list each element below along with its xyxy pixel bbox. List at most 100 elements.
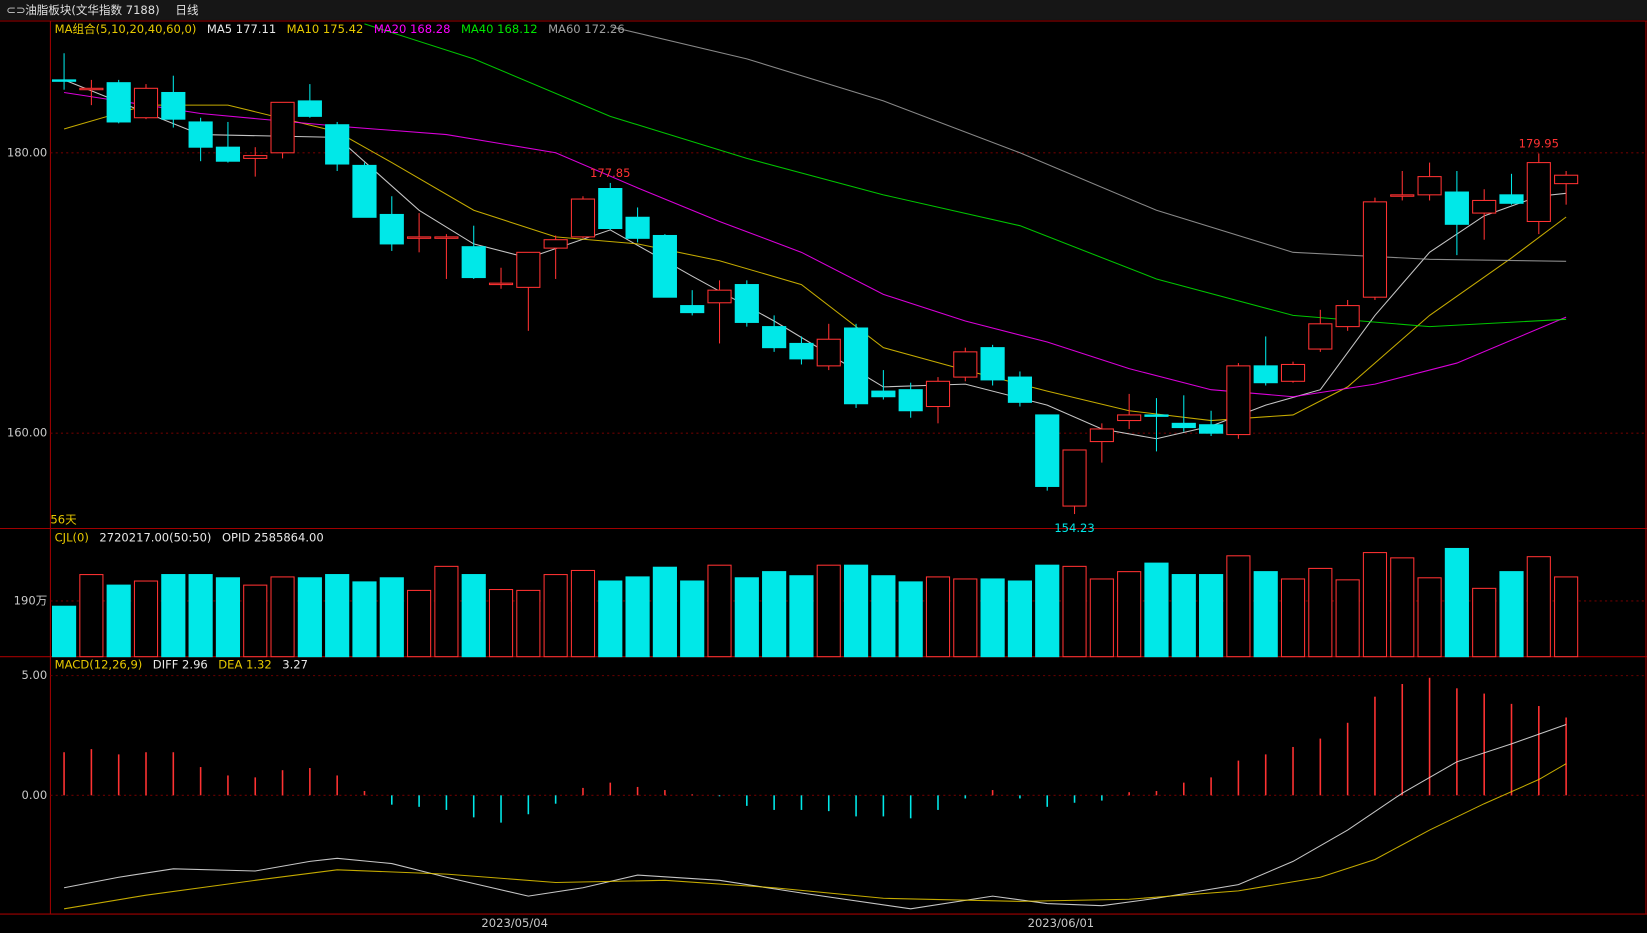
candle-body xyxy=(79,87,104,91)
candle-body xyxy=(106,82,131,123)
candle-body xyxy=(570,198,596,238)
legend-entry: MA5 177.11 xyxy=(207,22,276,36)
legend-entry: 2720217.00(50:50) xyxy=(99,530,211,544)
indicator-line xyxy=(63,91,1567,398)
y-tick-label: 160.00 xyxy=(7,426,47,440)
candle-body xyxy=(1007,376,1033,403)
volume-bar xyxy=(707,564,732,658)
candle-body xyxy=(133,87,159,119)
candle-body xyxy=(953,351,978,378)
candle-body xyxy=(1335,305,1360,328)
volume-bar xyxy=(516,589,541,658)
volume-bar xyxy=(1444,547,1469,658)
volume-bar xyxy=(270,576,295,658)
volume-bar xyxy=(1526,556,1551,658)
volume-bar xyxy=(1362,552,1388,658)
volume-bar xyxy=(106,584,131,658)
volume-bar xyxy=(215,577,241,658)
candle-body xyxy=(297,100,322,117)
volume-bar xyxy=(1390,557,1415,658)
candle-body xyxy=(270,101,295,154)
legend-entry: MA10 175.42 xyxy=(287,22,364,36)
volume-bar xyxy=(188,574,213,658)
volume-bar xyxy=(1335,579,1360,658)
volume-bar xyxy=(734,577,759,658)
candle-body xyxy=(1280,363,1306,382)
candle-body xyxy=(652,234,677,298)
extreme-label: 177.85 xyxy=(590,166,630,180)
volume-bar xyxy=(297,577,322,658)
candle-body xyxy=(680,305,705,314)
link-icon: ⊂⊃ xyxy=(6,3,25,17)
y-tick-label: 180.00 xyxy=(7,145,47,159)
volume-bar xyxy=(1499,571,1524,658)
volume-bar xyxy=(1199,574,1224,658)
candle-body xyxy=(1499,194,1524,204)
candle-body xyxy=(188,121,213,148)
indicator-line xyxy=(364,23,1567,328)
volume-bar xyxy=(1062,565,1087,658)
volume-bar xyxy=(51,605,77,658)
candle-body xyxy=(1526,162,1551,223)
candle-body xyxy=(816,338,841,367)
volume-bar xyxy=(843,564,869,658)
volume-bar xyxy=(816,564,841,658)
legend-entry: OPID 2585864.00 xyxy=(222,530,324,544)
volume-bar xyxy=(352,581,377,658)
candle-body xyxy=(1472,199,1497,214)
volume-bar xyxy=(1472,587,1497,658)
x-tick-label: 2023/06/01 xyxy=(1028,916,1095,930)
period-selector[interactable]: 日线 xyxy=(175,3,199,17)
y-tick-label: 190万 xyxy=(14,593,48,607)
volume-bar xyxy=(598,580,623,658)
y-tick-label: 0.00 xyxy=(22,788,48,802)
volume-bar xyxy=(543,574,568,658)
candle-body xyxy=(1035,414,1060,487)
volume-bar xyxy=(79,574,104,658)
candle-body xyxy=(51,79,77,82)
candle-body xyxy=(543,239,568,249)
legend-entry: DIFF 2.96 xyxy=(153,658,208,672)
candle-body xyxy=(843,327,869,405)
candle-body xyxy=(598,188,623,230)
volume-bar xyxy=(1417,577,1442,658)
candle-body xyxy=(789,342,814,360)
candle-body xyxy=(407,236,432,239)
volume-bar xyxy=(1035,564,1060,658)
indicator-line xyxy=(63,723,1567,910)
candle-body xyxy=(1554,174,1579,185)
extreme-label: 179.95 xyxy=(1519,137,1559,151)
candle-body xyxy=(352,164,377,218)
candle-body xyxy=(625,216,650,239)
candle-body xyxy=(1226,365,1251,436)
volume-bar xyxy=(762,571,787,658)
candle-body xyxy=(898,389,923,412)
indicator-line xyxy=(610,26,1567,262)
candle-body xyxy=(1308,323,1333,350)
instrument-title: 油脂板块(文华指数 7188) xyxy=(25,3,159,17)
candle-body xyxy=(980,347,1005,381)
candle-body xyxy=(325,124,350,165)
candle-body xyxy=(1253,365,1278,384)
volume-bar xyxy=(625,576,650,658)
candle-body xyxy=(215,146,241,162)
day-count: 56天 xyxy=(50,513,77,527)
candle-body xyxy=(762,326,787,349)
volume-bar xyxy=(1280,578,1306,658)
volume-bar xyxy=(789,575,814,658)
legend-entry: MA组合(5,10,20,40,60,0) xyxy=(55,22,197,36)
volume-bar xyxy=(1226,555,1251,658)
volume-bar xyxy=(1554,576,1579,658)
volume-bar xyxy=(680,580,705,658)
volume-bar xyxy=(925,576,951,658)
candle-body xyxy=(925,380,951,408)
volume-bar xyxy=(434,565,459,658)
legend-entry: MA20 168.28 xyxy=(374,22,451,36)
volume-bar xyxy=(1089,578,1114,658)
legend-entry: MA40 168.12 xyxy=(461,22,538,36)
candle-body xyxy=(434,236,459,239)
candle-body xyxy=(1417,176,1442,196)
candle-body xyxy=(1171,422,1196,429)
volume-bar xyxy=(898,581,923,658)
